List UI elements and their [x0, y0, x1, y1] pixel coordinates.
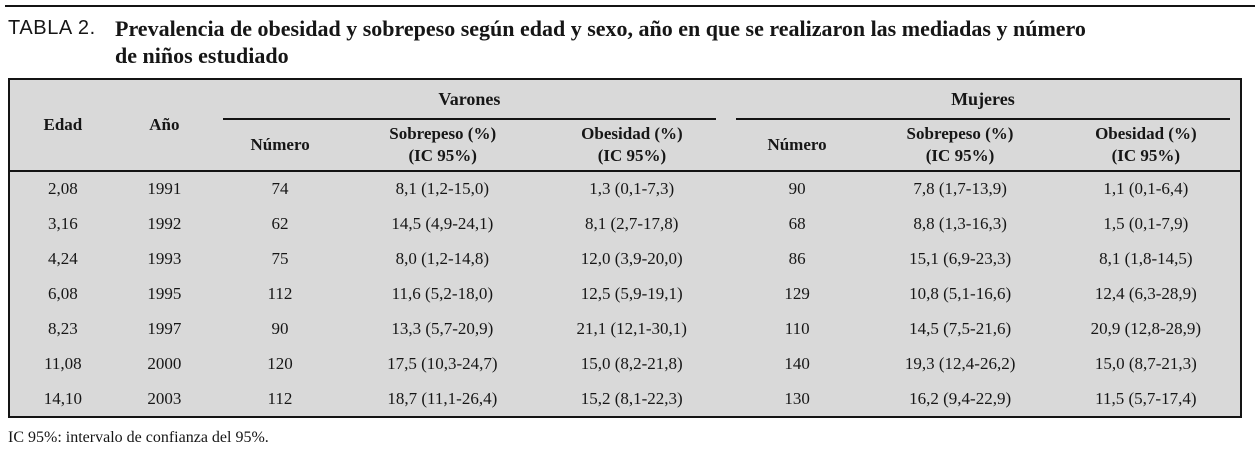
cell-varones-numero: 62 [271, 214, 289, 234]
cell-varones-numero: 74 [271, 179, 289, 199]
cell-varones-obesidad: 1,3 (0,1-7,3) [589, 179, 675, 199]
subheader-label: Sobrepeso (%) [906, 124, 1014, 143]
cell-varones-numero: 75 [271, 249, 289, 269]
cell-mujeres-sobrepeso: 16,2 (9,4-22,9) [909, 388, 1012, 408]
cell-varones-numero: 112 [267, 388, 293, 408]
cell-varones-numero: 112 [267, 284, 293, 303]
cell-ano: 2000 [147, 353, 182, 373]
table-row: 11,08 2000 120 17,5 (10,3-24,7) 15,0 (8,… [10, 346, 1240, 381]
cell-varones-numero: 90 [271, 318, 289, 338]
cell-edad: 2,08 [48, 179, 78, 199]
cell-ano: 1997 [147, 318, 182, 338]
top-divider-rule [5, 5, 1255, 7]
cell-varones-obesidad: 12,0 (3,9-20,0) [580, 249, 683, 269]
subheader-label: Obesidad (%) [1095, 124, 1197, 143]
cell-ano: 1991 [147, 179, 182, 199]
table-row: 2,08 1991 74 8,1 (1,2-15,0) 1,3 (0,1-7,3… [10, 172, 1240, 207]
cell-edad: 11,08 [44, 353, 82, 373]
column-header-ano: Año [149, 115, 180, 134]
cell-varones-obesidad: 15,2 (8,1-22,3) [580, 388, 683, 408]
cell-varones-obesidad: 15,0 (8,2-21,8) [580, 353, 683, 373]
prevalence-table: Edad Año Varones Número Sobrepeso (%) (I… [8, 78, 1242, 418]
cell-ano: 1995 [147, 284, 182, 303]
cell-edad: 4,24 [48, 249, 78, 269]
table-row: 14,10 2003 112 18,7 (11,1-26,4) 15,2 (8,… [10, 381, 1240, 416]
table-title-text: Prevalencia de obesidad y sobrepeso segú… [115, 15, 1086, 69]
table-row: 4,24 1993 75 8,0 (1,2-14,8) 12,0 (3,9-20… [10, 242, 1240, 277]
cell-mujeres-sobrepeso: 14,5 (7,5-21,6) [909, 318, 1012, 338]
cell-edad: 6,08 [48, 284, 78, 303]
subheader-ic-label: (IC 95%) [925, 146, 995, 165]
cell-mujeres-numero: 110 [784, 318, 810, 338]
cell-mujeres-numero: 68 [788, 214, 806, 234]
cell-mujeres-numero: 86 [788, 249, 806, 269]
cell-edad: 3,16 [48, 214, 78, 234]
subheader-ic-label: (IC 95%) [597, 146, 667, 165]
cell-mujeres-numero: 130 [784, 388, 810, 408]
table-row: 6,08 1995 112 11,6 (5,2-18,0) 12,5 (5,9-… [10, 277, 1240, 312]
cell-ano: 1993 [147, 249, 182, 269]
table-title-line2: de niños estudiado [115, 43, 289, 68]
table-footnote: IC 95%: intervalo de confianza del 95%. [8, 429, 269, 446]
cell-varones-sobrepeso: 11,6 (5,2-18,0) [391, 284, 493, 303]
cell-mujeres-obesidad: 12,4 (6,3-28,9) [1094, 284, 1197, 303]
cell-mujeres-numero: 90 [788, 179, 806, 199]
cell-mujeres-sobrepeso: 10,8 (5,1-16,6) [909, 284, 1012, 303]
subheader-ic-label: (IC 95%) [1111, 146, 1181, 165]
cell-edad: 8,23 [48, 318, 78, 338]
table-body: 2,08 1991 74 8,1 (1,2-15,0) 1,3 (0,1-7,3… [10, 172, 1240, 416]
group-header-mujeres: Mujeres [735, 80, 1230, 120]
column-header-varones-sobrepeso: Sobrepeso (%) (IC 95%) [347, 120, 538, 170]
cell-mujeres-sobrepeso: 8,8 (1,3-16,3) [913, 214, 1007, 234]
cell-mujeres-sobrepeso: 7,8 (1,7-13,9) [913, 179, 1007, 199]
group-header-varones: Varones [222, 80, 716, 120]
column-header-varones-obesidad: Obesidad (%) (IC 95%) [538, 120, 726, 170]
cell-mujeres-numero: 129 [784, 284, 810, 303]
column-header-edad: Edad [43, 115, 83, 134]
cell-varones-sobrepeso: 18,7 (11,1-26,4) [387, 388, 498, 408]
cell-varones-sobrepeso: 8,1 (1,2-15,0) [395, 179, 490, 199]
cell-varones-numero: 120 [267, 353, 293, 373]
column-group-mujeres: Mujeres Número Sobrepeso (%) (IC 95%) Ob… [726, 80, 1240, 170]
cell-ano: 2003 [147, 388, 182, 408]
cell-varones-obesidad: 12,5 (5,9-19,1) [580, 284, 683, 303]
table-title: TABLA 2. Prevalencia de obesidad y sobre… [8, 15, 1252, 69]
table-number-label: TABLA 2. [8, 17, 96, 39]
subheader-row-varones: Número Sobrepeso (%) (IC 95%) Obesidad (… [213, 120, 726, 170]
subheader-label: Número [767, 135, 827, 154]
table-header: Edad Año Varones Número Sobrepeso (%) (I… [10, 80, 1240, 172]
cell-varones-sobrepeso: 13,3 (5,7-20,9) [391, 318, 494, 338]
column-header-varones-numero: Número [213, 120, 347, 170]
cell-mujeres-obesidad: 1,5 (0,1-7,9) [1103, 214, 1189, 234]
subheader-row-mujeres: Número Sobrepeso (%) (IC 95%) Obesidad (… [726, 120, 1240, 170]
cell-mujeres-obesidad: 20,9 (12,8-28,9) [1090, 318, 1202, 338]
column-group-varones: Varones Número Sobrepeso (%) (IC 95%) Ob… [213, 80, 726, 170]
subheader-label: Número [250, 135, 310, 154]
cell-varones-sobrepeso: 8,0 (1,2-14,8) [395, 249, 490, 269]
cell-edad: 14,10 [43, 388, 82, 408]
cell-mujeres-obesidad: 15,0 (8,7-21,3) [1094, 353, 1197, 373]
cell-mujeres-obesidad: 8,1 (1,8-14,5) [1099, 249, 1193, 269]
column-header-mujeres-numero: Número [726, 120, 868, 170]
cell-mujeres-sobrepeso: 19,3 (12,4-26,2) [904, 353, 1016, 373]
table-title-line1: Prevalencia de obesidad y sobrepeso segú… [115, 16, 1086, 41]
subheader-label: Obesidad (%) [581, 124, 683, 143]
cell-varones-obesidad: 8,1 (2,7-17,8) [584, 214, 679, 234]
subheader-label: Sobrepeso (%) [389, 124, 497, 143]
subheader-ic-label: (IC 95%) [408, 146, 477, 165]
column-header-mujeres-sobrepeso: Sobrepeso (%) (IC 95%) [868, 120, 1052, 170]
cell-mujeres-obesidad: 1,1 (0,1-6,4) [1103, 179, 1189, 199]
table-row: 3,16 1992 62 14,5 (4,9-24,1) 8,1 (2,7-17… [10, 207, 1240, 242]
cell-mujeres-obesidad: 11,5 (5,7-17,4) [1095, 388, 1197, 408]
cell-mujeres-sobrepeso: 15,1 (6,9-23,3) [909, 249, 1012, 269]
cell-mujeres-numero: 140 [784, 353, 810, 373]
table-row: 8,23 1997 90 13,3 (5,7-20,9) 21,1 (12,1-… [10, 311, 1240, 346]
cell-varones-obesidad: 21,1 (12,1-30,1) [576, 318, 687, 338]
cell-varones-sobrepeso: 17,5 (10,3-24,7) [387, 353, 498, 373]
cell-varones-sobrepeso: 14,5 (4,9-24,1) [391, 214, 494, 234]
column-header-mujeres-obesidad: Obesidad (%) (IC 95%) [1052, 120, 1240, 170]
cell-ano: 1992 [147, 214, 182, 234]
